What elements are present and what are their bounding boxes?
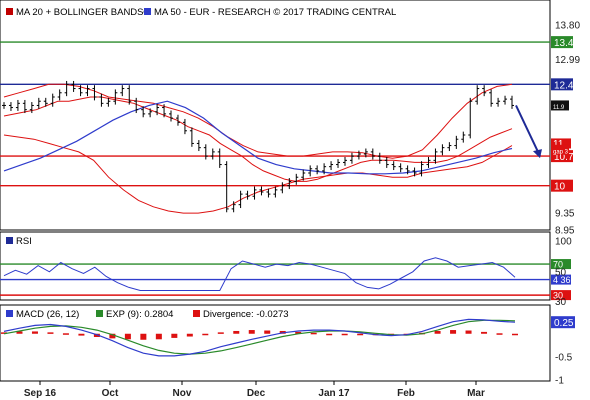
exp-legend-label: EXP (9): 0.2804 [106, 309, 173, 320]
rsi-level-label: 30 [553, 291, 563, 301]
divergence-bar [155, 333, 162, 340]
divergence-bar [62, 333, 69, 335]
bollinger-upper-line [3, 83, 513, 159]
divergence-bar [341, 333, 348, 336]
header-square-ma50 [144, 8, 151, 15]
macd-tick-label: -1 [555, 376, 564, 387]
divergence-bar [465, 330, 472, 334]
ma50-line [3, 100, 513, 175]
rsi-level-tag [551, 259, 571, 270]
x-tick-label: Jan 17 [318, 388, 350, 399]
header-ma50-label: MA 50 - EUR - RESEARCH © 2017 TRADING CE… [154, 7, 396, 18]
price-tag-11 [551, 138, 571, 149]
divergence-bar [140, 333, 147, 340]
price-tag-11.9 [551, 100, 569, 111]
divergence-bar [78, 333, 85, 336]
price-tag-label: 11.9 [553, 105, 565, 111]
rsi-level-tag [551, 274, 571, 285]
level-label-10.7: 10.7 [554, 152, 574, 163]
price-tag-label: 11 [553, 139, 564, 150]
header-ma20-label: MA 20 + BOLLINGER BANDS® [16, 7, 151, 18]
divergence-bar [93, 333, 100, 337]
divergence-bar [248, 330, 255, 334]
divergence-bar [295, 331, 302, 334]
divergence-legend-square [193, 310, 200, 317]
exp-legend-square [96, 310, 103, 317]
forecast-arrow [515, 105, 541, 157]
x-tick-label: Oct [102, 388, 119, 399]
divergence-bar [434, 330, 441, 334]
divergence-bar [1, 332, 7, 334]
level-label-13.4: 13.4 [554, 38, 574, 49]
divergence-bar [233, 330, 240, 334]
divergence-bar [512, 333, 518, 336]
forecast-arrow-head [533, 149, 542, 159]
macd-panel: 0.25 -0.5 -1 MACD (26, 12) EXP (9): 0.2804… [0, 304, 575, 387]
macd-value-tag [551, 316, 575, 329]
rsi-legend-square [6, 237, 13, 244]
macd-legend-square [6, 310, 13, 317]
rsi-level-label: 4 36 [553, 275, 571, 285]
rsi-title: RSI [16, 236, 32, 247]
divergence-bar [326, 333, 333, 336]
rsi-line [3, 257, 516, 291]
divergence-bar [481, 331, 488, 334]
macd-line [3, 318, 516, 357]
divergence-bar [264, 330, 271, 334]
x-tick-label: Sep 16 [24, 388, 57, 399]
ma20-line [3, 96, 513, 182]
divergence-bar [16, 331, 23, 334]
rsi-tick-label: 100 [555, 236, 572, 247]
price-panel: 13.4 12.4 10.7 10 13.80 12.99 9.35 8.95 11.9 11ga… [0, 0, 580, 237]
level-label-10: 10 [554, 182, 566, 193]
signal-line [3, 319, 516, 355]
level-tag-10 [551, 179, 573, 192]
price-tag-label: gap 3 [553, 149, 569, 155]
level-tag-12.4 [551, 78, 573, 91]
rsi-tick-label: 30 [555, 297, 567, 308]
price-tick-label: 12.99 [555, 55, 580, 66]
divergence-bar [357, 333, 364, 336]
macd-value-label: 0.25 [554, 318, 574, 329]
divergence-bar [310, 332, 317, 335]
x-tick-label: Mar [467, 388, 485, 399]
price-tick-label: 13.80 [555, 21, 580, 32]
divergence-bar [31, 331, 38, 334]
x-tick-label: Dec [247, 388, 266, 399]
x-tick-label: Feb [397, 388, 415, 399]
bollinger-lower-line [3, 134, 513, 214]
price-tick-label: 9.35 [555, 209, 575, 220]
macd-legend-label: MACD (26, 12) [16, 309, 79, 320]
rsi-level-tag [551, 290, 571, 301]
header-square-ma20 [6, 8, 13, 15]
price-tick-label: 8.95 [555, 226, 575, 237]
level-label-12.4: 12.4 [554, 80, 574, 91]
divergence-bar [109, 333, 116, 339]
divergence-bar [186, 333, 193, 337]
x-axis: Sep 16 Oct Nov Dec Jan 17 Feb Mar [0, 380, 550, 399]
level-tag-13.4 [551, 36, 573, 49]
rsi-level-label: 70 [553, 260, 563, 270]
divergence-bar [124, 333, 131, 340]
x-tick-label: Nov [173, 388, 192, 399]
macd-tick-label: -0.5 [555, 352, 573, 363]
divergence-bar [202, 333, 209, 336]
price-tag-gap-3 [551, 144, 569, 155]
divergence-bar [496, 333, 503, 335]
rsi-panel: 70 4 36 30 100 50 30 RSI [0, 231, 572, 308]
rsi-tick-label: 50 [555, 267, 567, 278]
divergence-bar [171, 333, 178, 338]
divergence-bar [450, 330, 457, 334]
divergence-legend-label: Divergence: -0.0273 [203, 309, 289, 320]
divergence-bar [47, 332, 54, 334]
divergence-bar [217, 332, 224, 334]
